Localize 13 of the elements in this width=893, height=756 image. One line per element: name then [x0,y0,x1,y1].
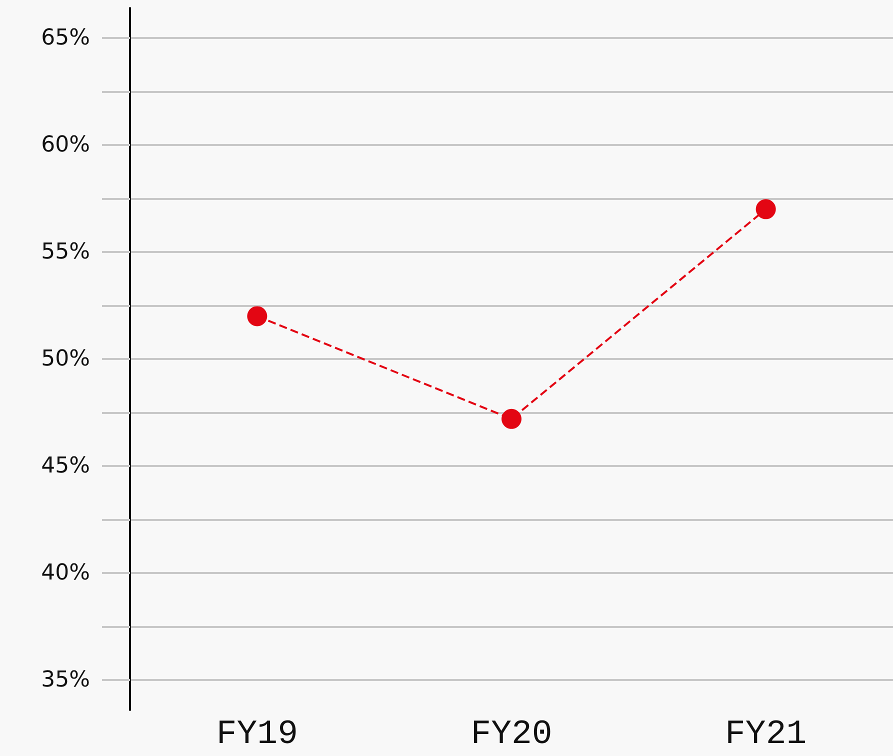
point [502,408,522,429]
y-tick-label: 55% [41,239,90,264]
x-tick-label: FY21 [725,716,807,754]
y-tick-label: 45% [41,454,90,479]
y-tick-label: 50% [41,346,90,372]
x-tick-label: FY19 [216,716,298,754]
y-tick-label: 40% [41,560,90,586]
y-tick-label: 60% [41,132,90,158]
x-tick-label: FY20 [470,716,552,754]
y-tick-label: 35% [41,668,90,693]
y-tick-label: 65% [41,25,90,50]
point [247,306,268,326]
point [756,199,776,220]
